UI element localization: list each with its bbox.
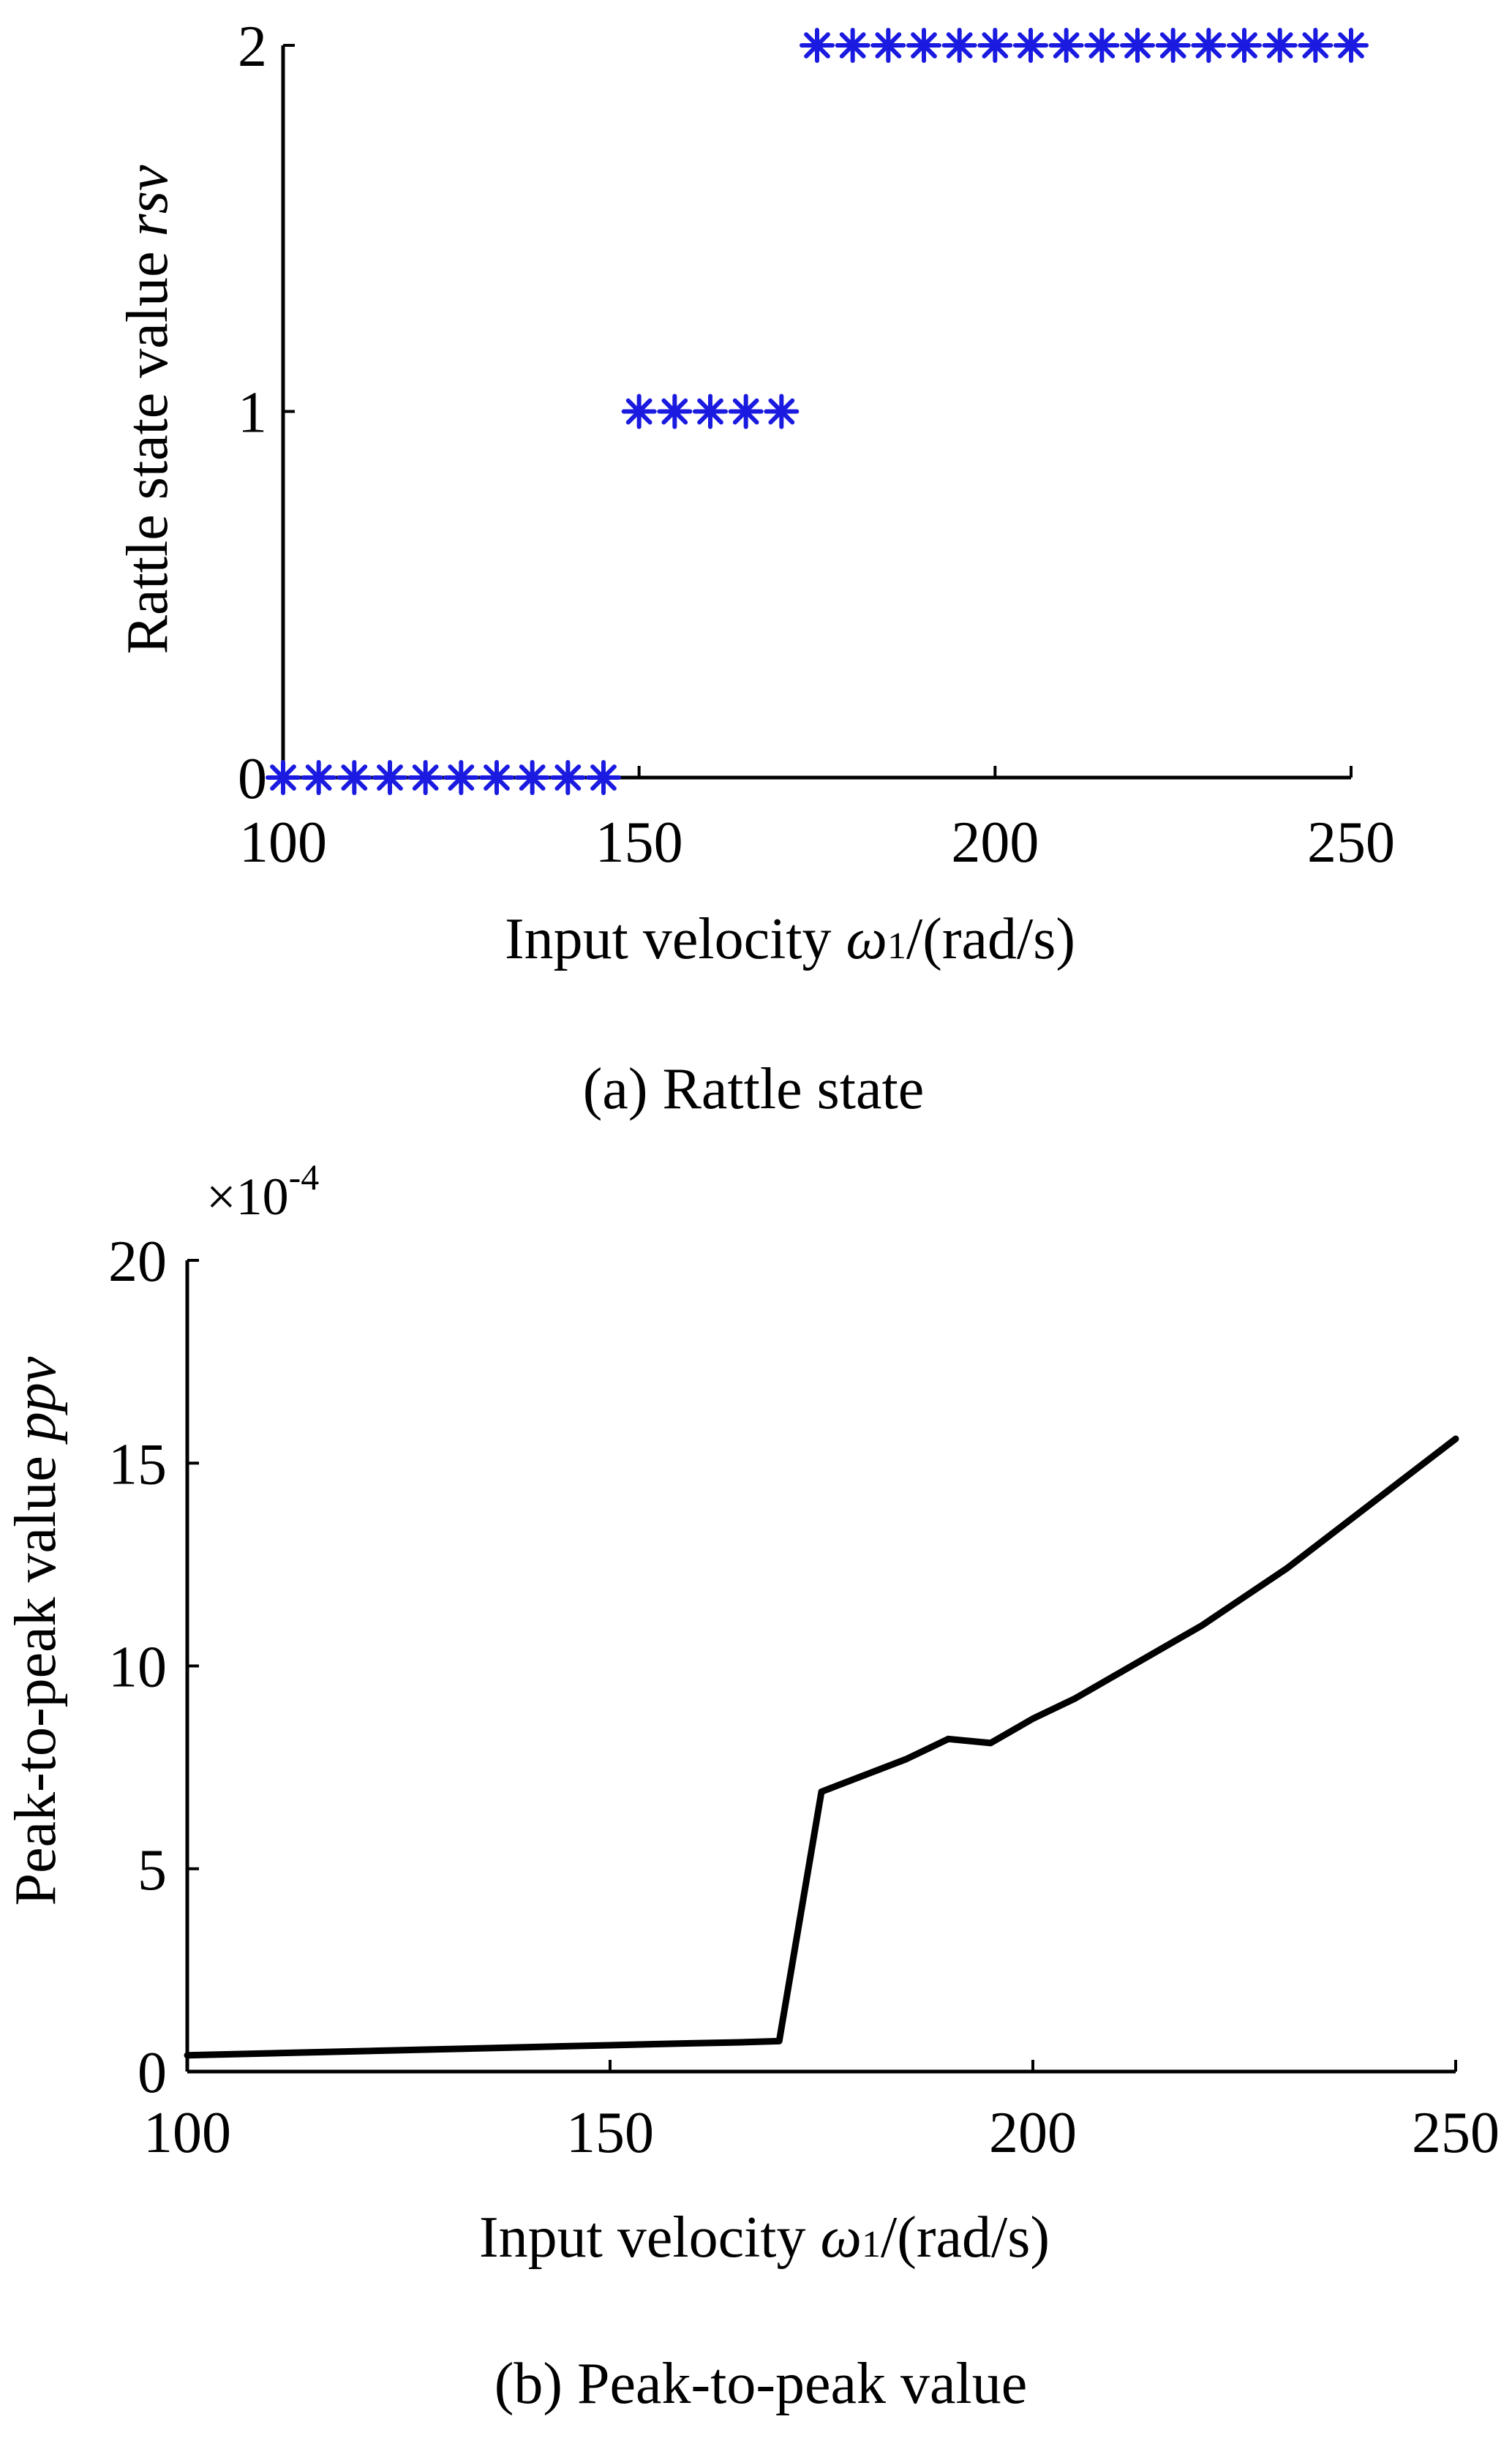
chart-a-ticks [282,44,1353,779]
chart-b-x-tick-label: 200 [989,2101,1077,2165]
chart-a-point [479,760,514,795]
chart-b-x-label-symbol: ω [821,2205,862,2270]
chart-a-point [407,760,443,795]
chart-a-y-label-symbol: rsv [116,165,180,236]
chart-a-point [1334,28,1369,63]
chart-a-x-tick-label: 200 [951,810,1039,875]
chart-b-y-label-symbol: ppv [4,1356,68,1445]
chart-b-y-tick-label: 5 [138,1838,167,1903]
chart-a-x-axis-label: Input velocity ω1/(rad/s) [505,907,1075,971]
chart-peak-to-peak: 100 150 200 250 0 5 10 15 20 ×10-4 Input velocit… [4,1156,1500,2416]
chart-a-point [372,760,407,795]
chart-b-x-label-unit: /(rad/s) [881,2205,1050,2270]
chart-b-multiplier-base: ×10 [206,1167,289,1226]
chart-a-point [443,760,479,795]
chart-a-point [728,394,764,429]
chart-a-x-label-text: Input velocity [505,907,846,971]
chart-a-point [657,394,693,429]
chart-b-y-tick-label: 15 [108,1432,167,1497]
chart-b-y-axis-label: Peak-to-peak value ppv [4,1356,68,1906]
chart-a-point [550,760,586,795]
chart-b-marks [184,1435,1459,2059]
chart-a-x-label-symbol: ω [846,907,887,971]
chart-a-point [906,28,941,63]
chart-a-x-label-unit: /(rad/s) [906,907,1075,971]
chart-a-point [1120,28,1155,63]
chart-a-x-tick-label: 100 [239,810,327,875]
chart-a-x-tick-label: 150 [595,810,683,875]
chart-b-x-tick-label: 250 [1412,2101,1500,2165]
chart-a-point [870,28,906,63]
chart-a-point [1227,28,1262,63]
chart-a-point [693,394,728,429]
chart-a-point [1048,28,1084,63]
chart-b-y-multiplier: ×10-4 [206,1156,319,1226]
chart-b-tick-labels: 100 150 200 250 0 5 10 15 20 [108,1230,1500,2165]
chart-a-axes [281,45,1351,780]
chart-a-point [336,760,372,795]
chart-b-y-label-text: Peak-to-peak value [4,1441,68,1906]
chart-a-point [301,760,336,795]
chart-b-x-tick-label: 100 [143,2101,231,2165]
chart-a-point [764,394,800,429]
chart-a-point [621,394,657,429]
chart-a-x-tick-label: 250 [1307,810,1395,875]
chart-b-y-tick-label: 20 [108,1230,167,1294]
chart-b-y-tick-label: 0 [138,2041,167,2105]
chart-b-x-axis-label: Input velocity ω1/(rad/s) [479,2205,1050,2270]
chart-a-point [800,28,835,63]
chart-a-marks [266,28,1369,795]
chart-a-y-label-text: Rattle state value [116,236,180,654]
chart-a-point [1191,28,1227,63]
chart-a-point [1298,28,1334,63]
chart-a-point [941,28,977,63]
chart-a-point [266,760,301,795]
chart-b-multiplier-exponent: -4 [289,1156,320,1197]
chart-a-point [977,28,1013,63]
chart-a-tick-labels: 100 150 200 250 0 1 2 [238,15,1395,875]
chart-a-point [1262,28,1298,63]
chart-b-x-label-text: Input velocity [479,2205,821,2270]
chart-a-point [514,760,550,795]
chart-a-point [1013,28,1048,63]
chart-b-ticks [186,1259,1457,2073]
chart-a-y-axis-label: Rattle state value rsv [116,165,180,654]
chart-b-x-tick-label: 150 [566,2101,654,2165]
chart-b-caption: (b) Peak-to-peak value [494,2352,1028,2416]
chart-a-y-tick-label: 1 [238,381,267,445]
chart-a-point [586,760,621,795]
chart-a-caption: (a) Rattle state [583,1057,924,1121]
chart-a-y-tick-label: 0 [238,747,267,811]
chart-a-point [1155,28,1191,63]
chart-a-x-label-subscript: 1 [887,925,906,967]
chart-b-x-label-subscript: 1 [862,2224,881,2265]
chart-a-point [835,28,870,63]
chart-b-y-tick-label: 10 [108,1636,167,1700]
chart-a-y-tick-label: 2 [238,15,267,79]
chart-b-series-line [184,1435,1459,2059]
chart-a-point [1084,28,1120,63]
chart-b-axes [185,1260,1456,2074]
